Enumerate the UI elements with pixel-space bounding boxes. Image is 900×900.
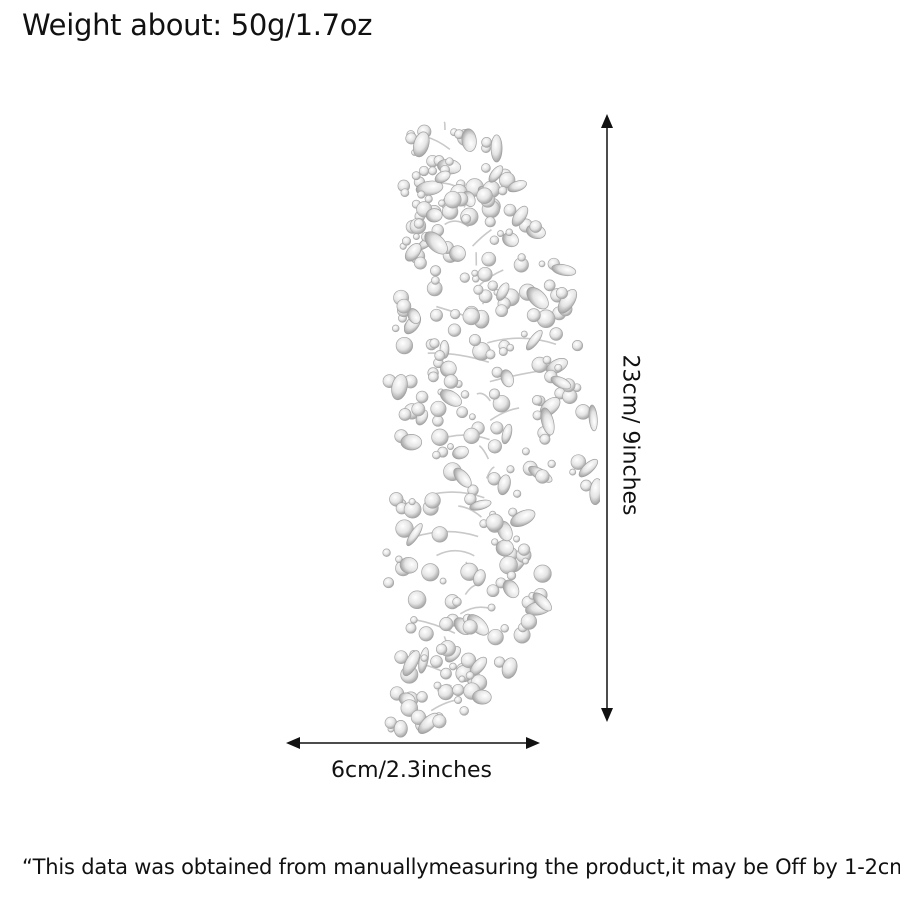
height-label: 23cm/ 9inches [617, 354, 643, 516]
width-arrow [286, 737, 540, 749]
measurement-note: “This data was obtained from manuallymea… [22, 855, 900, 879]
width-label: 6cm/2.3inches [331, 758, 493, 783]
height-arrow [601, 114, 613, 722]
weight-label: Weight about: 50g/1.7oz [22, 8, 373, 42]
rhinestone-hair-vine-icon [382, 121, 600, 738]
